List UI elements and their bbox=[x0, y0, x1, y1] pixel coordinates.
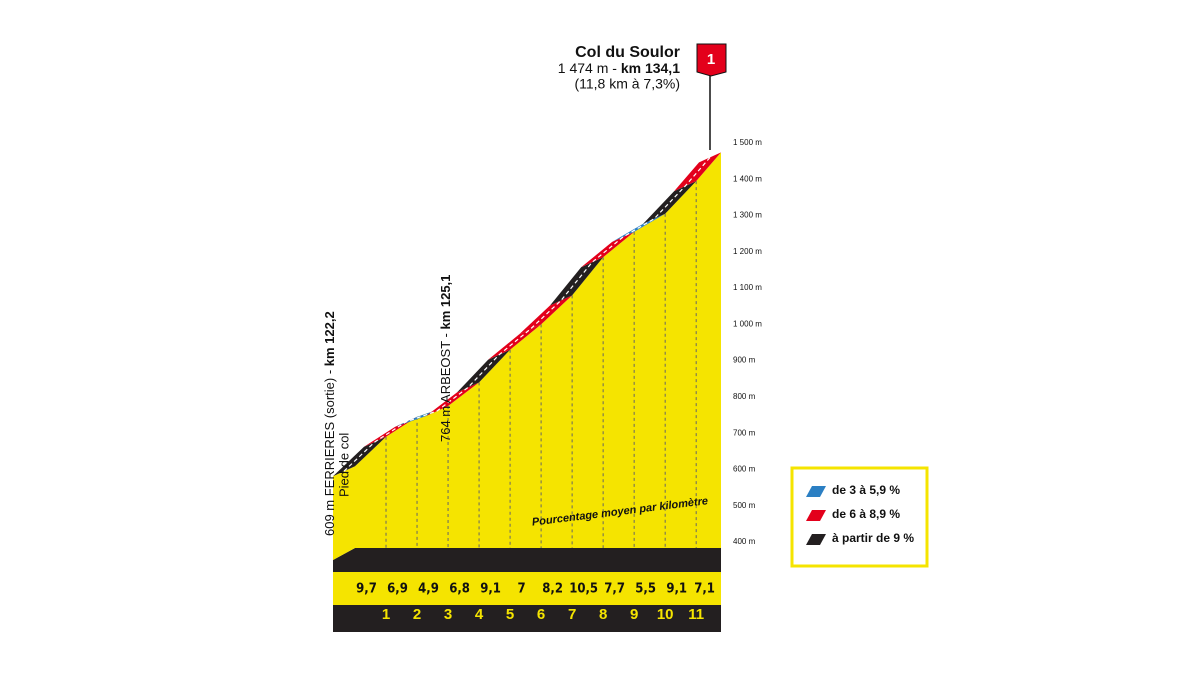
gradient-label: 7 bbox=[518, 582, 526, 597]
start-km: km 122,2 bbox=[322, 311, 337, 366]
gradient-label: 4,9 bbox=[418, 582, 439, 597]
gradient-label: 9,1 bbox=[480, 582, 501, 597]
gradient-label: 6,9 bbox=[387, 582, 408, 597]
chart-title: Col du Soulor bbox=[575, 44, 680, 61]
profile-face bbox=[333, 466, 355, 560]
legend-swatch bbox=[806, 486, 826, 497]
road-centerline bbox=[343, 157, 711, 472]
plot bbox=[333, 152, 721, 560]
y-tick-label: 900 m bbox=[733, 356, 756, 365]
road-segment bbox=[457, 349, 511, 393]
legend-label: à partir de 9 % bbox=[832, 531, 914, 545]
gradient-label: 9,7 bbox=[356, 582, 377, 597]
summit-altitude: 1 474 m - bbox=[558, 60, 621, 76]
waypoint-text: 764 m ARBEOST - bbox=[438, 330, 453, 442]
y-tick-label: 1 400 m bbox=[733, 174, 762, 183]
road-segment bbox=[674, 152, 721, 192]
km-label: 2 bbox=[413, 606, 421, 623]
km-label: 5 bbox=[506, 606, 514, 623]
gradient-label: 5,5 bbox=[635, 582, 656, 597]
base-top bbox=[333, 548, 721, 572]
summit-subtitle: (11,8 km à 7,3%) bbox=[574, 76, 680, 92]
summit-info: 1 474 m - km 134,1 bbox=[558, 60, 680, 76]
y-tick-label: 1 500 m bbox=[733, 138, 762, 147]
gradient-label: 10,5 bbox=[569, 582, 598, 597]
y-tick-label: 1 200 m bbox=[733, 247, 762, 256]
km-label: 8 bbox=[599, 606, 607, 623]
km-label: 11 bbox=[688, 606, 704, 623]
y-tick-label: 1 100 m bbox=[733, 283, 762, 292]
flag bbox=[696, 43, 727, 77]
road-segment bbox=[488, 324, 542, 360]
y-tick-label: 1 000 m bbox=[733, 319, 762, 328]
y-tick-label: 500 m bbox=[733, 501, 756, 510]
start-note: Pied de col bbox=[336, 433, 351, 497]
y-tick-label: 600 m bbox=[733, 465, 756, 474]
km-label: 10 bbox=[657, 606, 674, 623]
road-segment bbox=[519, 295, 573, 335]
profile-area bbox=[355, 152, 721, 548]
legend-label: de 3 à 5,9 % bbox=[832, 483, 900, 497]
waypoint-label: 764 m ARBEOST - km 125,1 bbox=[438, 275, 453, 442]
start-label: 609 m FERRIERES (sortie) - km 122,2 bbox=[322, 311, 337, 536]
gradient-label: 6,8 bbox=[449, 582, 470, 597]
km-label: 4 bbox=[475, 606, 484, 623]
gradient-label: 7,1 bbox=[694, 582, 715, 597]
start-text: 609 m FERRIERES (sortie) - bbox=[322, 366, 337, 536]
road-segment bbox=[581, 231, 635, 268]
y-tick-label: 1 300 m bbox=[733, 211, 762, 220]
legend-swatch bbox=[806, 534, 826, 545]
category: 1 bbox=[707, 51, 715, 68]
road-segment bbox=[643, 181, 697, 224]
waypoint-km: km 125,1 bbox=[438, 275, 453, 330]
legend-swatch bbox=[806, 510, 826, 521]
road-segment bbox=[364, 416, 418, 447]
km-label: 3 bbox=[444, 606, 452, 623]
y-tick-label: 800 m bbox=[733, 392, 756, 401]
km-label: 7 bbox=[568, 606, 576, 623]
y-tick-label: 400 m bbox=[733, 537, 756, 546]
base-bottom bbox=[333, 625, 721, 632]
gradient-label: 9,1 bbox=[666, 582, 687, 597]
y-tick-label: 700 m bbox=[733, 428, 756, 437]
gradient-label: 7,7 bbox=[604, 582, 625, 597]
summit-km: km 134,1 bbox=[621, 60, 680, 76]
road-segment bbox=[426, 382, 480, 416]
legend-label: de 6 à 8,9 % bbox=[832, 507, 900, 521]
km-label: 9 bbox=[630, 606, 638, 623]
km-label: 1 bbox=[382, 606, 390, 623]
gradient-label: 8,2 bbox=[542, 582, 563, 597]
km-label: 6 bbox=[537, 606, 545, 623]
km-strip bbox=[333, 605, 721, 625]
